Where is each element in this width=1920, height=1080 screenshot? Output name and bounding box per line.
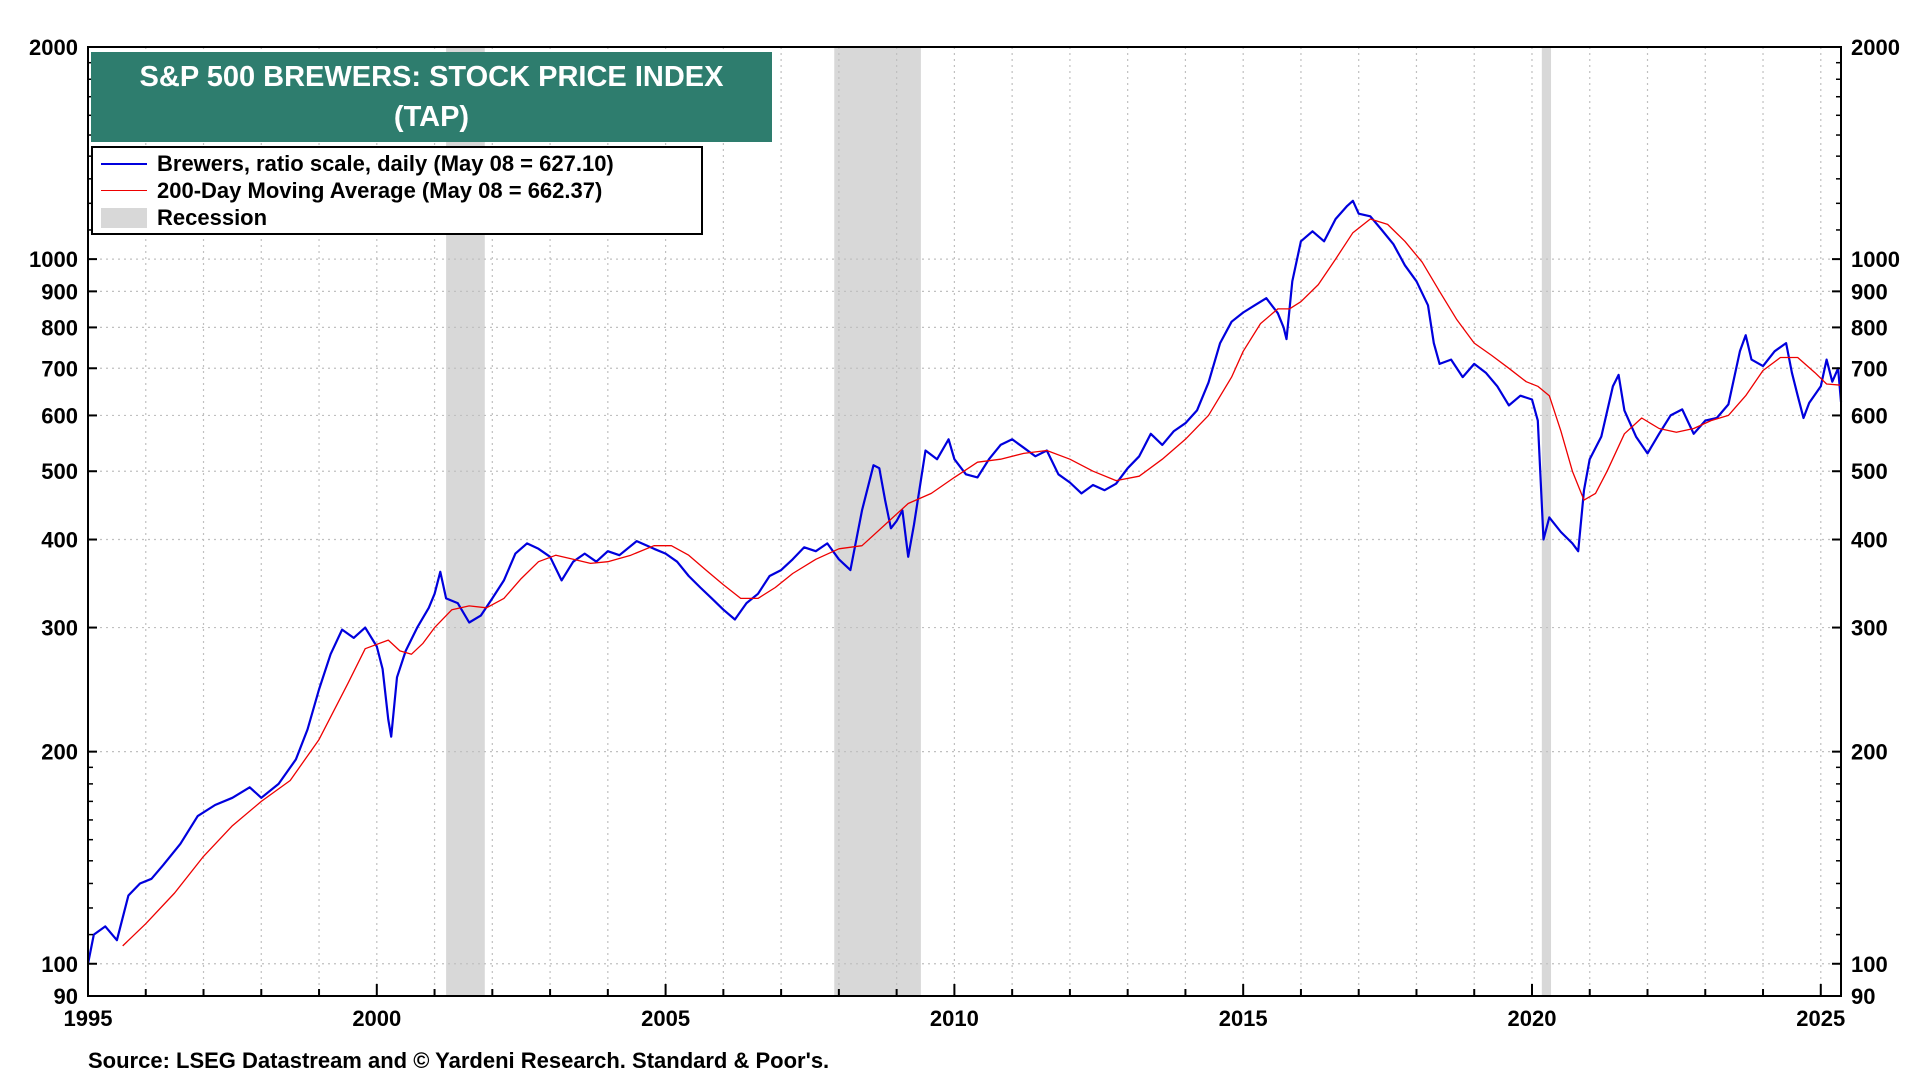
ytick-label-right-400: 400: [1851, 528, 1888, 553]
series-brewers-line: [86, 199, 1843, 965]
ytick-label-left-900: 900: [41, 279, 78, 304]
chart-title-box: S&P 500 BREWERS: STOCK PRICE INDEX (TAP): [91, 52, 772, 142]
xtick-label-2025: 2025: [1796, 1006, 1845, 1031]
ytick-label-right-2000: 2000: [1851, 35, 1900, 60]
ytick-label-right-700: 700: [1851, 356, 1888, 381]
ytick-label-left-90: 90: [54, 984, 78, 1009]
xtick-label-2015: 2015: [1219, 1006, 1268, 1031]
ytick-label-right-800: 800: [1851, 315, 1888, 340]
recession-band-3: [1541, 47, 1552, 996]
tick-marks: [87, 46, 1841, 997]
ytick-label-left-800: 800: [41, 315, 78, 340]
legend-swatch-brewers: [101, 162, 147, 165]
tick-labels: 90 90 100 100 200 200 300 300 400 400 500 500 600 600…: [29, 35, 1900, 1031]
series-moving-average-line: [122, 218, 1842, 947]
chart-title: S&P 500 BREWERS: STOCK PRICE INDEX: [139, 61, 724, 93]
ytick-label-left-400: 400: [41, 528, 78, 553]
ytick-label-right-90: 90: [1851, 984, 1875, 1009]
legend-label-recession: Recession: [157, 204, 268, 230]
xtick-label-2010: 2010: [930, 1006, 979, 1031]
legend-item-moving-average: 200-Day Moving Average (May 08 = 662.37): [101, 177, 602, 204]
source-note: Source: LSEG Datastream and © Yardeni Re…: [88, 1048, 830, 1073]
ytick-label-left-300: 300: [41, 616, 78, 641]
ytick-label-right-1000: 1000: [1851, 247, 1900, 272]
legend-label-moving-average: 200-Day Moving Average (May 08 = 662.37): [157, 177, 603, 203]
xtick-label-1995: 1995: [64, 1006, 113, 1031]
ytick-label-right-900: 900: [1851, 279, 1888, 304]
xtick-label-2020: 2020: [1508, 1006, 1557, 1031]
series-lines: [86, 199, 1843, 965]
xtick-label-2000: 2000: [352, 1006, 401, 1031]
ytick-label-right-100: 100: [1851, 952, 1888, 977]
legend: Brewers, ratio scale, daily (May 08 = 62…: [91, 146, 703, 235]
ytick-label-left-600: 600: [41, 403, 78, 428]
legend-item-recession: Recession: [101, 204, 267, 231]
legend-item-brewers: Brewers, ratio scale, daily (May 08 = 62…: [101, 150, 614, 177]
chart-subtitle: (TAP): [393, 101, 470, 133]
ytick-label-right-200: 200: [1851, 740, 1888, 765]
plot-frame: [87, 46, 1842, 997]
ytick-label-left-500: 500: [41, 459, 78, 484]
recession-band-2: [834, 47, 921, 996]
ytick-label-right-300: 300: [1851, 616, 1888, 641]
legend-swatch-moving-average: [101, 190, 147, 191]
legend-label-brewers: Brewers, ratio scale, daily (May 08 = 62…: [157, 150, 614, 176]
ytick-label-left-200: 200: [41, 740, 78, 765]
grid-lines: [88, 47, 1841, 996]
xtick-label-2005: 2005: [641, 1006, 690, 1031]
ytick-label-right-500: 500: [1851, 459, 1888, 484]
legend-swatch-recession: [101, 207, 147, 228]
ytick-label-right-600: 600: [1851, 403, 1888, 428]
ytick-label-left-700: 700: [41, 356, 78, 381]
ytick-label-left-2000: 2000: [29, 35, 78, 60]
ytick-label-left-1000: 1000: [29, 247, 78, 272]
ytick-label-left-100: 100: [41, 952, 78, 977]
